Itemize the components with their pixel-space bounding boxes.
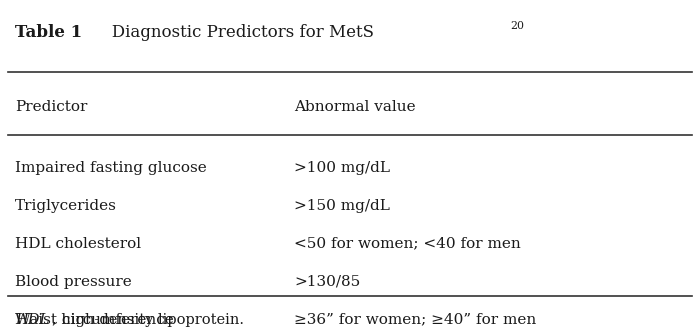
Text: Diagnostic Predictors for MetS: Diagnostic Predictors for MetS: [95, 25, 374, 42]
Text: <50 for women; <40 for men: <50 for women; <40 for men: [294, 237, 521, 251]
Text: 20: 20: [510, 21, 524, 31]
Text: >100 mg/dL: >100 mg/dL: [294, 161, 390, 175]
Text: Table 1: Table 1: [15, 25, 83, 42]
Text: HDL cholesterol: HDL cholesterol: [15, 237, 141, 251]
Text: >150 mg/dL: >150 mg/dL: [294, 199, 390, 213]
Text: Abnormal value: Abnormal value: [294, 100, 416, 114]
Text: , high-density lipoprotein.: , high-density lipoprotein.: [52, 312, 244, 326]
Text: Triglycerides: Triglycerides: [15, 199, 117, 213]
Text: Predictor: Predictor: [15, 100, 88, 114]
Text: ≥36” for women; ≥40” for men: ≥36” for women; ≥40” for men: [294, 312, 536, 326]
Text: Impaired fasting glucose: Impaired fasting glucose: [15, 161, 207, 175]
Text: Blood pressure: Blood pressure: [15, 275, 132, 289]
Text: >130/85: >130/85: [294, 275, 360, 289]
Text: Waist circumference: Waist circumference: [15, 312, 174, 326]
Text: HDL: HDL: [15, 312, 50, 326]
